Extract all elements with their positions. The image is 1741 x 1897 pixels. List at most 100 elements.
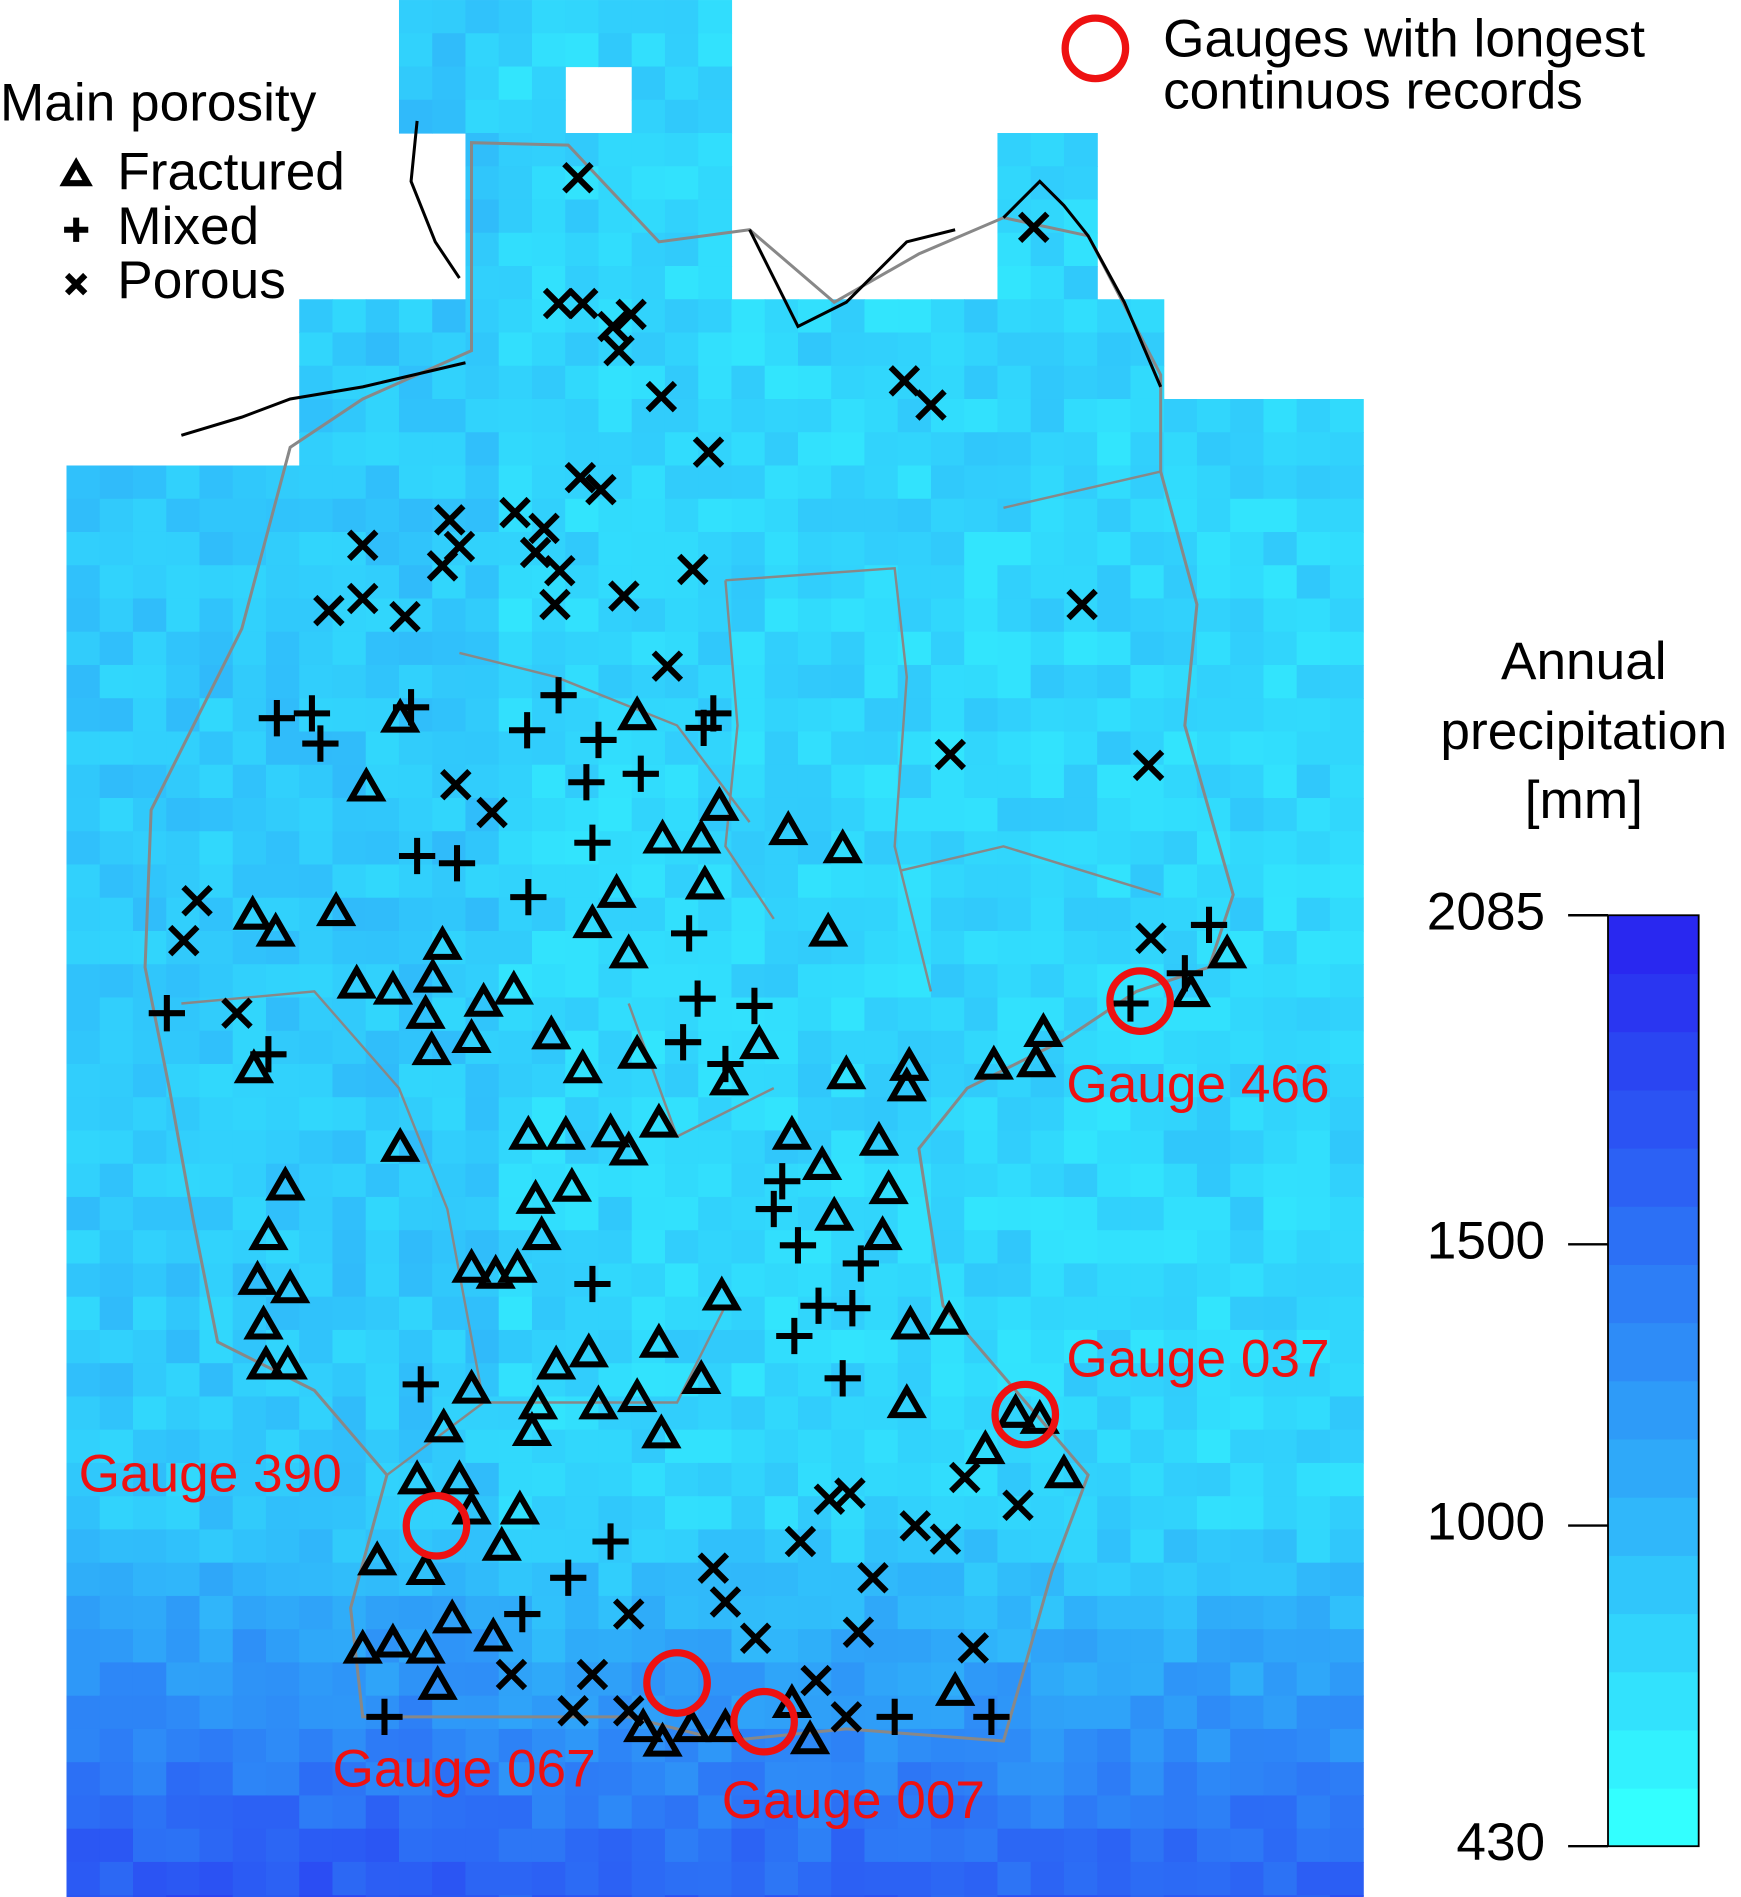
mixed-marker bbox=[402, 1366, 439, 1403]
grid-cell bbox=[664, 930, 699, 965]
grid-cell bbox=[199, 1363, 234, 1398]
grid-cell bbox=[764, 1795, 799, 1830]
grid-cell bbox=[332, 664, 367, 699]
grid-cell bbox=[797, 1296, 832, 1331]
grid-cell bbox=[99, 1163, 134, 1198]
grid-cell bbox=[930, 565, 965, 600]
porous-marker bbox=[542, 287, 575, 320]
grid-cell bbox=[166, 797, 201, 832]
grid-cell bbox=[1329, 1595, 1364, 1630]
grid-cell bbox=[232, 1895, 267, 1897]
grid-cell bbox=[831, 1529, 866, 1564]
grid-cell bbox=[565, 698, 600, 733]
fractured-marker bbox=[616, 1377, 658, 1413]
grid-cell bbox=[1263, 731, 1298, 766]
grid-cell bbox=[997, 299, 1032, 334]
grid-cell bbox=[99, 565, 134, 600]
grid-cell bbox=[1163, 1296, 1198, 1331]
grid-cell bbox=[698, 1163, 733, 1198]
grid-cell bbox=[531, 1296, 566, 1331]
grid-cell bbox=[66, 1329, 101, 1364]
grid-cell bbox=[365, 831, 400, 866]
grid-cell bbox=[332, 1130, 367, 1165]
grid-cell bbox=[764, 930, 799, 965]
grid-cell bbox=[797, 1895, 832, 1897]
fractured-marker bbox=[1023, 1011, 1064, 1047]
grid-cell bbox=[1263, 1363, 1298, 1398]
grid-cell bbox=[432, 698, 467, 733]
grid-cell bbox=[698, 964, 733, 999]
fractured-marker bbox=[515, 1178, 556, 1214]
grid-cell bbox=[132, 1163, 167, 1198]
fractured-marker bbox=[451, 1368, 492, 1404]
grid-cell bbox=[1230, 1795, 1265, 1830]
grid-cell bbox=[764, 1363, 799, 1398]
grid-cell bbox=[664, 266, 699, 300]
grid-cell bbox=[132, 1097, 167, 1132]
grid-cell bbox=[631, 1828, 666, 1863]
grid-cell bbox=[99, 1795, 134, 1830]
grid-cell bbox=[66, 598, 101, 633]
grid-cell bbox=[232, 1097, 267, 1132]
grid-cell bbox=[731, 1163, 766, 1198]
grid-cell bbox=[1030, 1097, 1065, 1132]
grid-cell bbox=[731, 1496, 766, 1531]
grid-cell bbox=[498, 565, 533, 600]
grid-cell bbox=[99, 1130, 134, 1165]
grid-cell bbox=[432, 1762, 467, 1797]
grid-cell bbox=[831, 1895, 866, 1897]
grid-cell bbox=[398, 1230, 433, 1265]
grid-cell bbox=[1097, 1063, 1132, 1098]
grid-cell bbox=[66, 565, 101, 600]
grid-cell bbox=[1063, 299, 1098, 334]
grid-cell bbox=[831, 1861, 866, 1896]
grid-cell bbox=[199, 631, 234, 666]
grid-cell bbox=[1063, 930, 1098, 965]
grid-cell bbox=[964, 299, 999, 334]
grid-cell bbox=[332, 1263, 367, 1298]
grid-cell bbox=[930, 1063, 965, 1098]
grid-cell bbox=[897, 1595, 932, 1630]
fractured-marker bbox=[521, 1215, 562, 1251]
grid-cell bbox=[299, 1828, 334, 1863]
grid-cell bbox=[398, 1695, 433, 1730]
precipitation-grid bbox=[66, 0, 1364, 1897]
legend-item: Mixed bbox=[64, 197, 259, 256]
grid-cell bbox=[631, 332, 666, 367]
grid-cell bbox=[1097, 698, 1132, 733]
porous-marker bbox=[603, 334, 635, 367]
grid-cell bbox=[1329, 1695, 1364, 1730]
grid-cell bbox=[1030, 1828, 1065, 1863]
grid-cell bbox=[66, 1163, 101, 1198]
grid-cell bbox=[1263, 831, 1298, 866]
grid-cell bbox=[1329, 1097, 1364, 1132]
grid-cell bbox=[864, 1363, 899, 1398]
grid-cell bbox=[332, 1329, 367, 1364]
grid-cell bbox=[66, 1196, 101, 1231]
grid-cell bbox=[1130, 598, 1165, 633]
grid-cell bbox=[797, 1396, 832, 1431]
grid-cell bbox=[698, 1496, 733, 1531]
grid-cell bbox=[1163, 1595, 1198, 1630]
fractured-marker bbox=[886, 1383, 927, 1419]
grid-cell bbox=[930, 1795, 965, 1830]
grid-cell bbox=[498, 1296, 533, 1331]
grid-cell bbox=[1263, 1396, 1298, 1431]
grid-cell bbox=[498, 1462, 533, 1497]
grid-cell bbox=[1230, 1296, 1265, 1331]
grid-cell bbox=[997, 432, 1032, 467]
grid-cell bbox=[398, 33, 433, 68]
grid-cell bbox=[1329, 664, 1364, 699]
grid-cell bbox=[66, 1097, 101, 1132]
grid-cell bbox=[1097, 598, 1132, 633]
grid-cell bbox=[797, 1595, 832, 1630]
grid-cell bbox=[465, 897, 500, 932]
grid-cell bbox=[398, 731, 433, 766]
grid-cell bbox=[930, 631, 965, 666]
grid-cell bbox=[698, 1097, 733, 1132]
grid-cell bbox=[1196, 1196, 1231, 1231]
fractured-marker bbox=[405, 993, 446, 1029]
grid-cell bbox=[565, 1728, 600, 1763]
grid-cell bbox=[897, 598, 932, 633]
porous-marker bbox=[949, 1461, 981, 1494]
